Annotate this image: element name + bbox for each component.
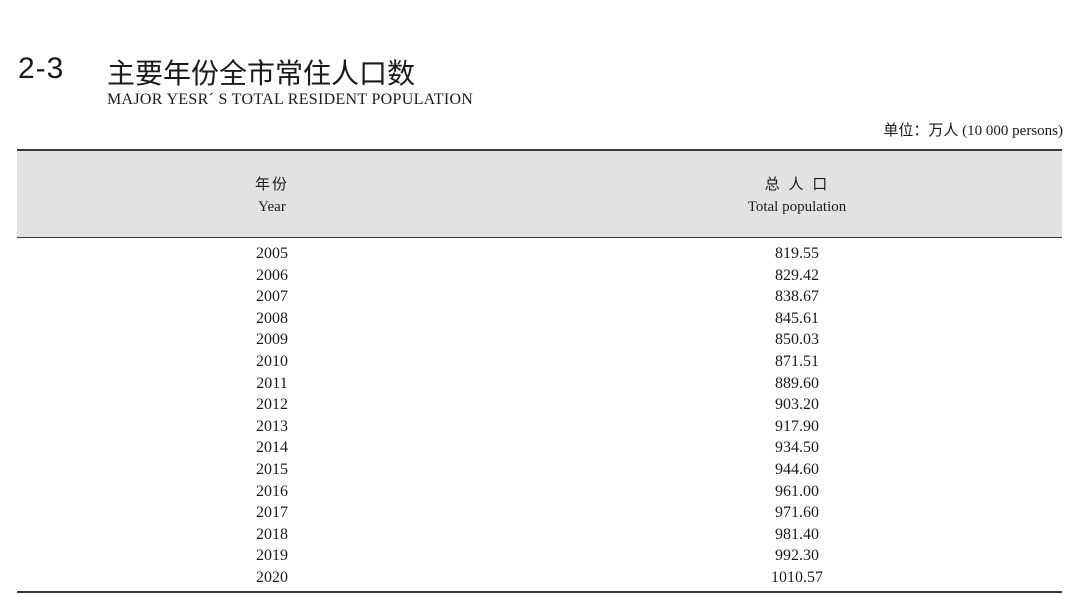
- table-row: 2018 981.40: [17, 524, 1062, 546]
- unit-zh: 单位：万人: [883, 121, 959, 139]
- table-row: 2016 961.00: [17, 481, 1062, 503]
- year-cell: 2011: [256, 374, 288, 392]
- population-header-zh: 总 人 口: [764, 175, 830, 193]
- year-cell: 2006: [256, 266, 288, 284]
- table-row: 2010 871.51: [17, 351, 1062, 373]
- year-cell: 2014: [256, 439, 288, 457]
- unit-en: (10 000 persons): [962, 123, 1063, 139]
- population-cell: 934.50: [775, 439, 819, 457]
- year-cell: 2013: [256, 417, 288, 435]
- population-cell: 1010.57: [771, 568, 823, 586]
- title-english: MAJOR YESR´ S TOTAL RESIDENT POPULATION: [107, 91, 474, 108]
- population-cell: 981.40: [775, 525, 819, 543]
- table-body: 2005 819.55 2006 829.42 2007 838.67 2008 845.61…: [17, 238, 1062, 589]
- title-chinese: 主要年份全市常住人口数: [107, 57, 416, 90]
- population-cell: 961.00: [775, 482, 819, 500]
- year-header-en: Year: [258, 199, 286, 215]
- table-row: 2007 838.67: [17, 286, 1062, 308]
- table-row: 2020 1010.57: [17, 567, 1062, 589]
- table-row: 2005 819.55: [17, 243, 1062, 265]
- bottom-rule: [17, 590, 1062, 593]
- year-column-header: 年份 Year: [222, 173, 322, 219]
- year-cell: 2015: [256, 460, 288, 478]
- year-cell: 2016: [256, 482, 288, 500]
- year-cell: 2012: [256, 396, 288, 414]
- table-row: 2015 944.60: [17, 459, 1062, 481]
- population-cell: 944.60: [775, 460, 819, 478]
- year-cell: 2018: [256, 525, 288, 543]
- population-cell: 889.60: [775, 374, 819, 392]
- table-row: 2017 971.60: [17, 502, 1062, 524]
- year-cell: 2010: [256, 352, 288, 370]
- population-cell: 850.03: [775, 331, 819, 349]
- year-cell: 2005: [256, 245, 288, 262]
- table-row: 2019 992.30: [17, 545, 1062, 567]
- table-row: 2014 934.50: [17, 437, 1062, 459]
- table-number: 2-3: [18, 52, 65, 85]
- population-cell: 992.30: [775, 547, 819, 565]
- population-cell: 917.90: [775, 417, 819, 435]
- table-row: 2011 889.60: [17, 373, 1062, 395]
- population-cell: 838.67: [775, 288, 819, 306]
- table-row: 2012 903.20: [17, 394, 1062, 416]
- population-cell: 819.55: [775, 245, 819, 262]
- population-column-header: 总 人 口 Total population: [697, 173, 897, 219]
- unit-note: 单位：万人 (10 000 persons): [883, 119, 1063, 140]
- year-cell: 2008: [256, 309, 288, 327]
- population-header-en: Total population: [747, 199, 847, 215]
- population-cell: 845.61: [775, 309, 819, 327]
- table-row: 2008 845.61: [17, 308, 1062, 330]
- year-cell: 2020: [256, 568, 288, 586]
- table-row: 2009 850.03: [17, 329, 1062, 351]
- year-cell: 2009: [256, 331, 288, 349]
- table-row: 2013 917.90: [17, 416, 1062, 438]
- table-row: 2006 829.42: [17, 265, 1062, 287]
- year-header-zh: 年份: [254, 175, 289, 193]
- population-cell: 971.60: [775, 504, 819, 522]
- year-cell: 2017: [256, 504, 288, 522]
- population-cell: 903.20: [775, 396, 819, 414]
- population-cell: 871.51: [775, 352, 819, 370]
- population-table: 年份 Year 总 人 口 Total population 2005 819.5…: [17, 149, 1062, 593]
- population-cell: 829.42: [775, 266, 819, 284]
- table-header: 年份 Year 总 人 口 Total population: [17, 149, 1062, 238]
- year-cell: 2007: [256, 288, 288, 306]
- year-cell: 2019: [256, 547, 288, 565]
